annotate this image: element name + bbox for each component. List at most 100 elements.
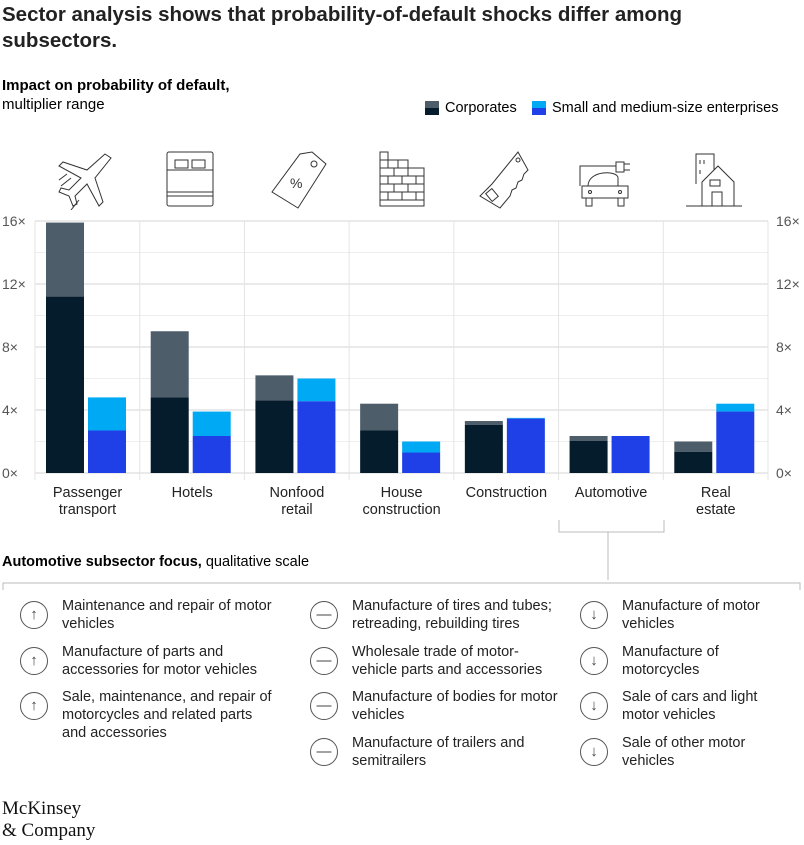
bar-high-segment xyxy=(46,222,84,297)
subsector-label: Manufacture of motor vehicles xyxy=(622,598,760,632)
bar-low-segment xyxy=(46,296,84,473)
legend-label: Small and medium-size enterprises xyxy=(552,100,779,116)
y-tick-right: 8× xyxy=(776,339,792,355)
bar-low-segment xyxy=(569,440,608,473)
y-tick-left: 12× xyxy=(2,276,26,292)
bar-high-segment xyxy=(569,435,608,441)
arrow-up-icon: ↑ xyxy=(20,646,48,675)
bar-high-segment xyxy=(192,411,231,436)
y-tick-left: 16× xyxy=(2,213,26,229)
bar-low-segment xyxy=(297,401,336,473)
airplane-icon xyxy=(58,153,112,210)
subtitle-normal: multiplier range xyxy=(2,96,105,113)
legend-swatch xyxy=(425,101,439,115)
dash-icon: — xyxy=(310,737,338,766)
bar-high-segment xyxy=(150,331,189,398)
bed-icon xyxy=(166,151,214,207)
arrow-down-icon: ↓ xyxy=(580,601,608,629)
subsector-item: ↑ Sale, maintenance, and repair of motorc… xyxy=(20,688,280,742)
category-label-line: Hotels xyxy=(171,485,213,501)
bar-chart: 0× 0× 4× 4× 8× 8× 12× 12× 16× 16× xyxy=(2,213,800,480)
bar-high-segment xyxy=(674,441,713,452)
x-category-label: Real estate xyxy=(663,485,768,519)
chart-subtitle: Impact on probability of default, multip… xyxy=(2,76,230,114)
subtitle-bold: Impact on probability of default, xyxy=(2,77,230,94)
bar-low-segment xyxy=(402,452,441,473)
dash-icon: — xyxy=(310,646,338,675)
mckinsey-logo: McKinsey & Company xyxy=(2,798,95,842)
bar-low-segment xyxy=(506,418,545,473)
x-category-label: Nonfood retail xyxy=(244,485,349,519)
y-tick-right: 16× xyxy=(776,213,800,229)
bar-high-segment xyxy=(716,403,755,412)
arrow-down-icon: ↓ xyxy=(580,646,608,675)
bar-low-segment xyxy=(464,424,503,473)
bar-high-segment xyxy=(506,417,545,419)
category-label-line: Nonfood xyxy=(269,485,325,501)
bar-high-segment xyxy=(88,397,126,431)
x-category-label: House construction xyxy=(349,485,454,519)
logo-line1: McKinsey xyxy=(2,798,82,819)
subsector-label: Sale of other motor vehicles xyxy=(622,734,746,769)
chart-title: Sector analysis shows that probability-o… xyxy=(2,3,683,52)
bar-high-segment xyxy=(464,421,503,425)
category-label-line: House xyxy=(380,485,423,501)
bar-low-segment xyxy=(150,397,189,473)
legend-corporates: Corporates xyxy=(425,100,517,116)
electric-car-icon xyxy=(579,161,630,207)
subsector-label: Manufacture of parts and accessories for… xyxy=(62,643,258,678)
subsector-label: Manufacture of tires and tubes; retreadi… xyxy=(352,598,552,632)
subsector-item: — Manufacture of bodies for motor vehicle… xyxy=(310,688,560,724)
subsector-label: Manufacture of motorcycles xyxy=(622,643,719,678)
logo-line2: & Company xyxy=(2,820,96,841)
subsector-item: — Manufacture of tires and tubes; retread… xyxy=(310,597,560,633)
bar-high-segment xyxy=(360,403,399,431)
subsector-item: ↓ Manufacture of motor vehicles xyxy=(580,597,780,633)
bar-low-segment xyxy=(192,435,231,473)
automotive-bracket xyxy=(2,520,801,590)
y-tick-left: 0× xyxy=(2,465,18,480)
svg-text:%: % xyxy=(290,175,302,191)
category-label-line: construction xyxy=(362,502,441,518)
y-tick-right: 0× xyxy=(776,465,792,480)
bar-low-segment xyxy=(255,400,294,473)
subsector-label: Sale, maintenance, and repair of motorcy… xyxy=(62,689,272,741)
subsector-label: Wholesale trade of motor-vehicle parts a… xyxy=(352,643,543,678)
bar-low-segment xyxy=(360,430,399,473)
dash-icon: — xyxy=(310,601,338,629)
dash-icon: — xyxy=(310,692,338,720)
x-category-label: Automotive xyxy=(559,485,664,502)
arrow-up-icon: ↑ xyxy=(20,692,48,720)
category-label-line: Construction xyxy=(465,485,548,501)
bar-high-segment xyxy=(255,375,294,401)
category-label-line: Passenger xyxy=(52,485,123,501)
subsector-item: ↑ Manufacture of parts and accessories fo… xyxy=(20,643,280,679)
subsector-label: Manufacture of bodies for motor vehicles xyxy=(352,689,558,723)
category-label-line: transport xyxy=(58,502,117,518)
x-category-label: Passenger transport xyxy=(35,485,140,519)
subsector-item: ↓ Sale of other motor vehicles xyxy=(580,734,780,770)
focus-bold: Automotive subsector focus, xyxy=(2,554,202,570)
bar-high-segment xyxy=(297,378,336,402)
bar-low-segment xyxy=(88,430,126,473)
subsector-label: Sale of cars and light motor vehicles xyxy=(622,689,758,723)
arrow-down-icon: ↓ xyxy=(580,692,608,720)
legend-label: Corporates xyxy=(445,100,517,116)
brick-wall-icon xyxy=(379,151,425,207)
category-label-line: retail xyxy=(281,502,313,518)
legend-swatch xyxy=(532,101,546,115)
y-tick-left: 4× xyxy=(2,402,18,418)
category-label-line: Real xyxy=(700,485,731,501)
subsector-item: — Manufacture of trailers and semitrailer… xyxy=(310,734,560,770)
bar-low-segment xyxy=(716,411,755,473)
focus-heading: Automotive subsector focus, qualitative … xyxy=(2,554,309,570)
category-label-line: Automotive xyxy=(574,485,648,501)
y-tick-right: 4× xyxy=(776,402,792,418)
bar-low-segment xyxy=(674,451,713,473)
bar-high-segment xyxy=(402,441,441,453)
subsector-item: ↓ Manufacture of motorcycles xyxy=(580,643,780,679)
subsector-item: ↓ Sale of cars and light motor vehicles xyxy=(580,688,780,724)
price-tag-icon: % xyxy=(271,151,327,209)
buildings-icon xyxy=(686,153,742,207)
